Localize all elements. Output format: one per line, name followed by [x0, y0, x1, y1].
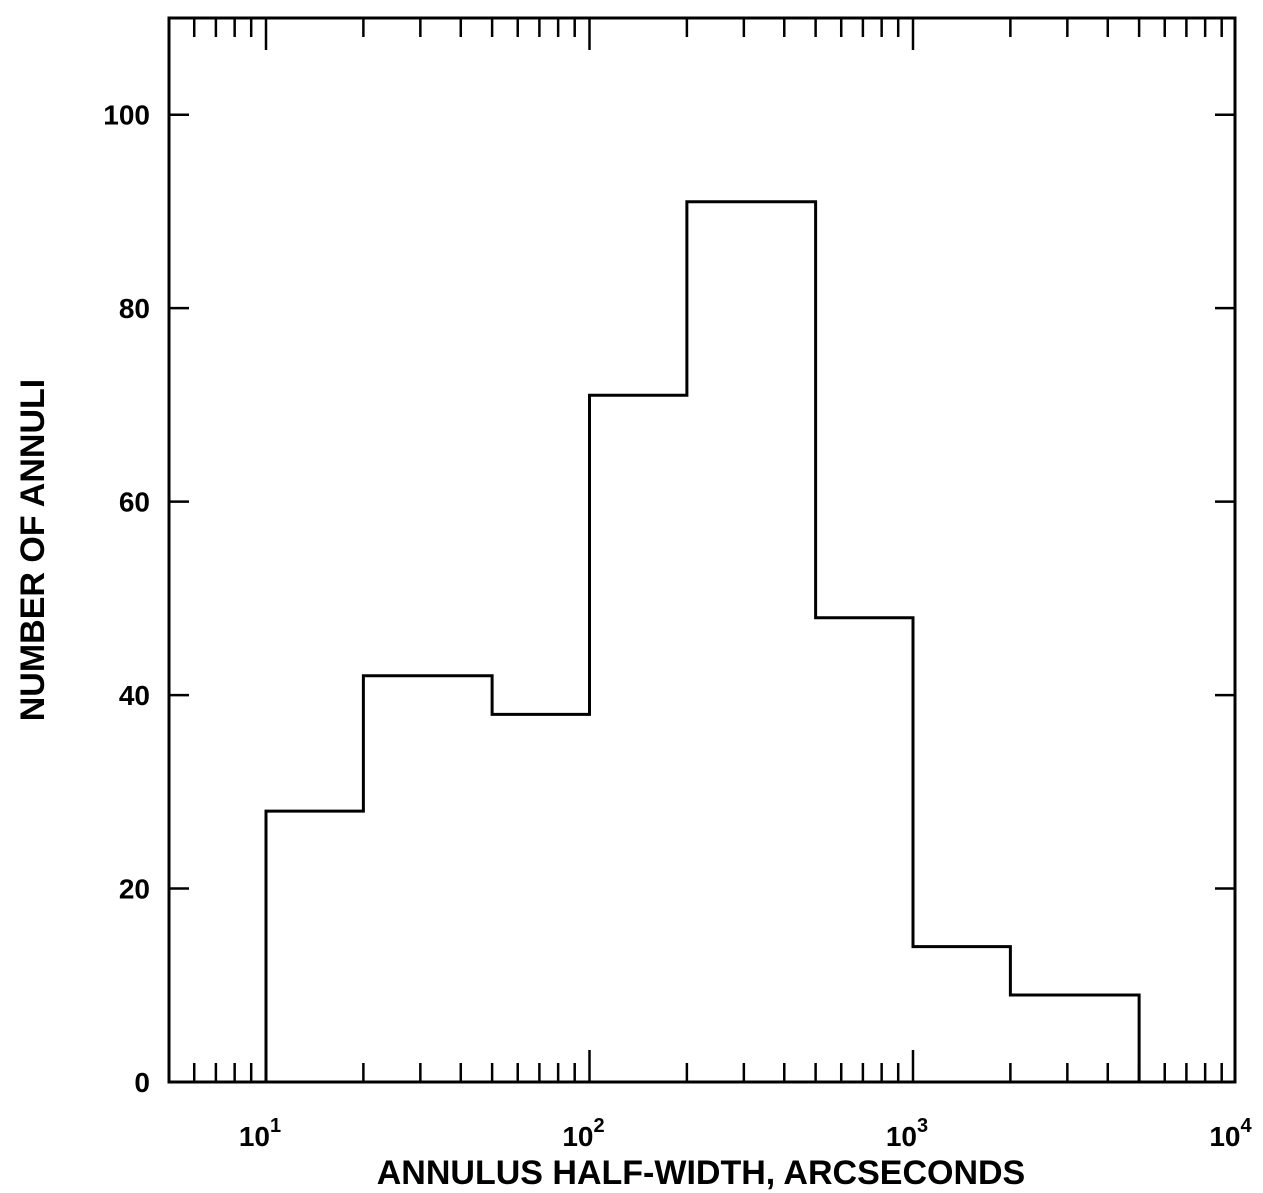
- x-tick-label: 103: [886, 1115, 928, 1152]
- x-tick-labels: 101 102 103 104: [239, 1115, 1253, 1152]
- y-axis-title: NUMBER OF ANNULI: [14, 379, 52, 722]
- y-tick-label: 80: [119, 293, 150, 324]
- x-axis-title: ANNULUS HALF-WIDTH, ARCSECONDS: [377, 1154, 1025, 1192]
- y-tick-label: 60: [119, 487, 150, 518]
- y-tick-label: 100: [103, 100, 150, 131]
- major-ticks: [169, 18, 1235, 1082]
- plot-frame: [167, 16, 1237, 1084]
- x-tick-label: 104: [1209, 1115, 1252, 1152]
- minor-ticks: [192, 18, 1223, 1082]
- y-tick-labels: 0 20 40 60 80 100: [103, 100, 150, 1098]
- y-tick-label: 40: [119, 680, 150, 711]
- x-tick-label: 102: [562, 1115, 604, 1152]
- y-tick-label: 20: [119, 874, 150, 905]
- x-tick-label: 101: [239, 1115, 281, 1152]
- y-tick-label: 0: [134, 1067, 150, 1098]
- histogram-outline: [264, 200, 1141, 1082]
